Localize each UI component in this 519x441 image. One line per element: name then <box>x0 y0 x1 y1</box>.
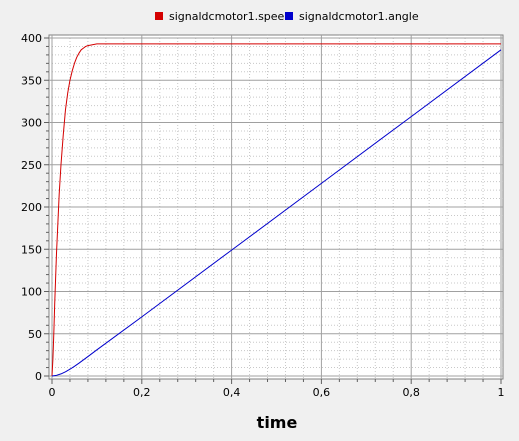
y-tick-label: 100 <box>21 286 42 299</box>
legend-label-speed: signaldcmotor1.speed <box>169 10 291 23</box>
y-tick-label: 300 <box>21 117 42 130</box>
y-tick-label: 200 <box>21 201 42 214</box>
legend-label-angle: signaldcmotor1.angle <box>299 10 419 23</box>
series-line-speed[interactable] <box>51 43 501 377</box>
major-grid <box>49 35 503 379</box>
x-tick-label: 0,6 <box>313 386 331 399</box>
x-tick-label: 1 <box>498 386 505 399</box>
legend-swatch-speed <box>155 12 163 20</box>
y-tick-label: 250 <box>21 159 42 172</box>
y-axis: 0 50 100 150 200 250 300 350 400 <box>21 32 49 383</box>
x-tick-label: 0,2 <box>133 386 151 399</box>
y-tick-label: 350 <box>21 74 42 87</box>
x-tick-label: 0,8 <box>402 386 420 399</box>
y-tick-label: 150 <box>21 243 42 256</box>
x-tick-label: 0,4 <box>223 386 241 399</box>
y-tick-label: 50 <box>28 328 42 341</box>
series-line-angle[interactable] <box>51 49 502 377</box>
y-tick-label: 0 <box>35 370 42 383</box>
series-layer <box>51 43 502 377</box>
x-tick-label: 0 <box>49 386 56 399</box>
legend-swatch-angle <box>285 12 293 20</box>
x-axis-title: time <box>257 413 298 432</box>
x-axis: 0 0,2 0,4 0,6 0,8 1 <box>49 379 505 399</box>
legend: signaldcmotor1.speed signaldcmotor1.angl… <box>155 10 419 23</box>
y-tick-label: 400 <box>21 32 42 45</box>
